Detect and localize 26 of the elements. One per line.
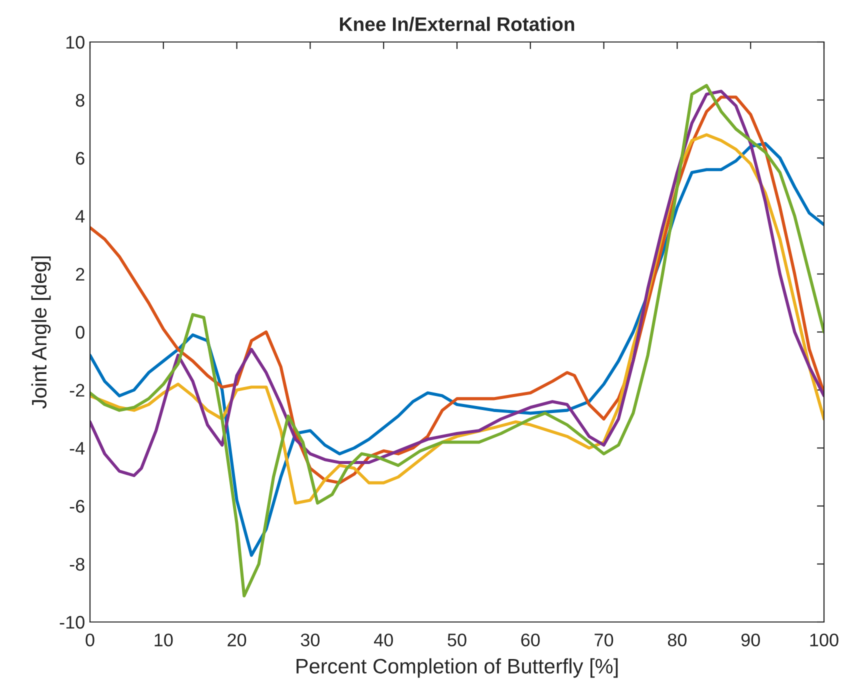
x-tick-label: 0 xyxy=(86,634,94,646)
x-tick-label: 60 xyxy=(521,634,540,646)
x-tick-label: 30 xyxy=(300,634,320,646)
chart-title: Knee In/External Rotation xyxy=(340,16,574,32)
x-tick-label: 70 xyxy=(594,634,614,646)
x-tick-label: 100 xyxy=(810,634,838,646)
x-tick-label: 10 xyxy=(154,634,173,646)
x-tick-label: 40 xyxy=(374,634,393,646)
y-tick-label: 2 xyxy=(76,268,84,281)
x-tick-label: 90 xyxy=(741,634,760,646)
y-tick-label: 6 xyxy=(76,152,84,165)
y-tick-label: 4 xyxy=(76,210,85,223)
y-tick-label: -2 xyxy=(70,384,84,397)
line-series xyxy=(90,84,824,598)
x-tick-label: 20 xyxy=(228,634,246,646)
y-tick-label: 8 xyxy=(76,94,84,107)
y-tick-label: -10 xyxy=(60,616,84,629)
x-tick-label: 50 xyxy=(448,634,466,646)
y-tick-label: 10 xyxy=(66,36,84,49)
x-tick-label: 80 xyxy=(668,634,687,646)
y-tick-label: 0 xyxy=(76,326,84,339)
x-axis-title: Percent Completion of Butterfly [%] xyxy=(296,658,618,678)
y-axis-title: Joint Angle [deg] xyxy=(31,256,51,409)
y-tick-label: -4 xyxy=(70,442,85,455)
y-tick-label: -8 xyxy=(70,558,84,571)
y-tick-label: -6 xyxy=(70,500,84,513)
